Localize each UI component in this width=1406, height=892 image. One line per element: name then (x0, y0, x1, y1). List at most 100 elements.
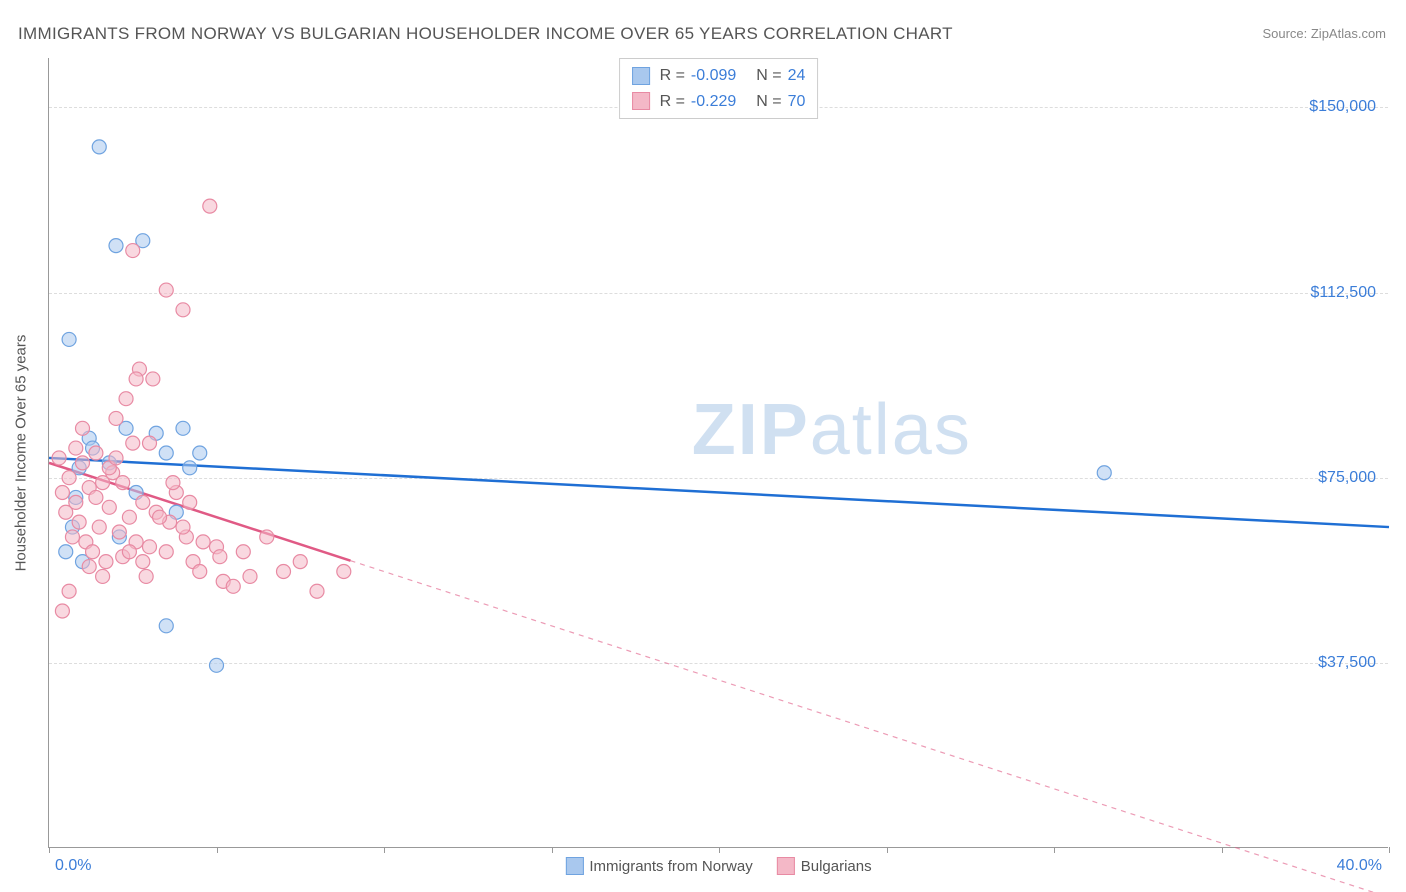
scatter-point-bulgarians (109, 451, 123, 465)
regression-line-norway (49, 458, 1389, 527)
scatter-point-norway (183, 461, 197, 475)
plot-area: Householder Income Over 65 years $37,500… (48, 58, 1388, 848)
legend-item-norway: Immigrants from Norway (565, 857, 752, 875)
scatter-point-bulgarians (126, 244, 140, 258)
scatter-point-bulgarians (86, 545, 100, 559)
scatter-point-bulgarians (176, 520, 190, 534)
scatter-point-bulgarians (55, 604, 69, 618)
scatter-point-bulgarians (143, 540, 157, 554)
x-tick (217, 847, 218, 853)
scatter-point-bulgarians (143, 436, 157, 450)
scatter-point-bulgarians (277, 565, 291, 579)
scatter-point-bulgarians (82, 560, 96, 574)
scatter-point-bulgarians (176, 303, 190, 317)
x-tick (887, 847, 888, 853)
x-tick (49, 847, 50, 853)
scatter-point-bulgarians (112, 525, 126, 539)
scatter-point-bulgarians (109, 411, 123, 425)
chart-title: IMMIGRANTS FROM NORWAY VS BULGARIAN HOUS… (18, 24, 953, 44)
scatter-point-bulgarians (62, 584, 76, 598)
scatter-point-bulgarians (183, 495, 197, 509)
scatter-point-norway (193, 446, 207, 460)
scatter-point-bulgarians (129, 372, 143, 386)
scatter-point-norway (109, 239, 123, 253)
scatter-point-bulgarians (193, 565, 207, 579)
scatter-point-bulgarians (196, 535, 210, 549)
legend-swatch-norway (565, 857, 583, 875)
scatter-point-bulgarians (69, 495, 83, 509)
legend-swatch-norway (632, 67, 650, 85)
scatter-point-bulgarians (159, 545, 173, 559)
stat-n-label: N = (756, 63, 781, 89)
legend-stats: R =-0.099 N = 24 R =-0.229 N = 70 (619, 58, 819, 119)
scatter-svg (49, 58, 1388, 847)
stat-r-label: R = (660, 63, 685, 89)
scatter-point-bulgarians (76, 456, 90, 470)
x-axis-min-label: 0.0% (55, 857, 91, 875)
scatter-point-bulgarians (226, 579, 240, 593)
scatter-point-bulgarians (76, 421, 90, 435)
scatter-point-bulgarians (213, 550, 227, 564)
scatter-point-bulgarians (92, 520, 106, 534)
scatter-point-bulgarians (139, 569, 153, 583)
scatter-point-bulgarians (337, 565, 351, 579)
scatter-point-bulgarians (99, 555, 113, 569)
scatter-point-bulgarians (243, 569, 257, 583)
scatter-point-bulgarians (159, 283, 173, 297)
stat-r-value-norway: -0.099 (691, 63, 736, 89)
legend-swatch-bulgarians (777, 857, 795, 875)
scatter-point-bulgarians (136, 555, 150, 569)
scatter-point-bulgarians (126, 436, 140, 450)
x-axis-max-label: 40.0% (1337, 857, 1382, 875)
stat-n-value-norway: 24 (788, 63, 806, 89)
scatter-point-norway (159, 619, 173, 633)
scatter-point-bulgarians (310, 584, 324, 598)
scatter-point-bulgarians (203, 199, 217, 213)
scatter-point-bulgarians (69, 441, 83, 455)
scatter-point-bulgarians (260, 530, 274, 544)
x-tick (719, 847, 720, 853)
scatter-point-bulgarians (102, 500, 116, 514)
stat-n-value-bulgarians: 70 (788, 89, 806, 115)
scatter-point-norway (176, 421, 190, 435)
legend-swatch-bulgarians (632, 92, 650, 110)
y-axis-title: Householder Income Over 65 years (13, 334, 30, 571)
legend-stats-row-norway: R =-0.099 N = 24 (632, 63, 806, 89)
scatter-point-bulgarians (96, 569, 110, 583)
scatter-point-norway (210, 658, 224, 672)
scatter-point-bulgarians (62, 471, 76, 485)
legend-stats-row-bulgarians: R =-0.229 N = 70 (632, 89, 806, 115)
scatter-point-norway (1097, 466, 1111, 480)
x-tick (1389, 847, 1390, 853)
stat-r-value-bulgarians: -0.229 (691, 89, 736, 115)
scatter-point-bulgarians (122, 545, 136, 559)
legend-item-bulgarians: Bulgarians (777, 857, 872, 875)
x-tick (552, 847, 553, 853)
scatter-point-bulgarians (146, 372, 160, 386)
scatter-point-bulgarians (122, 510, 136, 524)
scatter-point-bulgarians (55, 486, 69, 500)
x-tick (1222, 847, 1223, 853)
scatter-point-norway (59, 545, 73, 559)
source-label: Source: ZipAtlas.com (1262, 26, 1386, 41)
legend-series: Immigrants from Norway Bulgarians (565, 857, 871, 875)
legend-label-norway: Immigrants from Norway (589, 858, 752, 875)
scatter-point-norway (62, 332, 76, 346)
x-tick (1054, 847, 1055, 853)
scatter-point-bulgarians (72, 515, 86, 529)
legend-label-bulgarians: Bulgarians (801, 858, 872, 875)
scatter-point-bulgarians (236, 545, 250, 559)
scatter-point-bulgarians (116, 476, 130, 490)
x-tick (384, 847, 385, 853)
stat-r-label: R = (660, 89, 685, 115)
scatter-point-norway (159, 446, 173, 460)
scatter-point-bulgarians (153, 510, 167, 524)
chart-container: IMMIGRANTS FROM NORWAY VS BULGARIAN HOUS… (0, 0, 1406, 892)
scatter-point-bulgarians (119, 392, 133, 406)
scatter-point-bulgarians (65, 530, 79, 544)
stat-n-label: N = (756, 89, 781, 115)
regression-extrapolation-bulgarians (351, 561, 1390, 892)
scatter-point-norway (92, 140, 106, 154)
scatter-point-bulgarians (166, 476, 180, 490)
scatter-point-bulgarians (89, 446, 103, 460)
